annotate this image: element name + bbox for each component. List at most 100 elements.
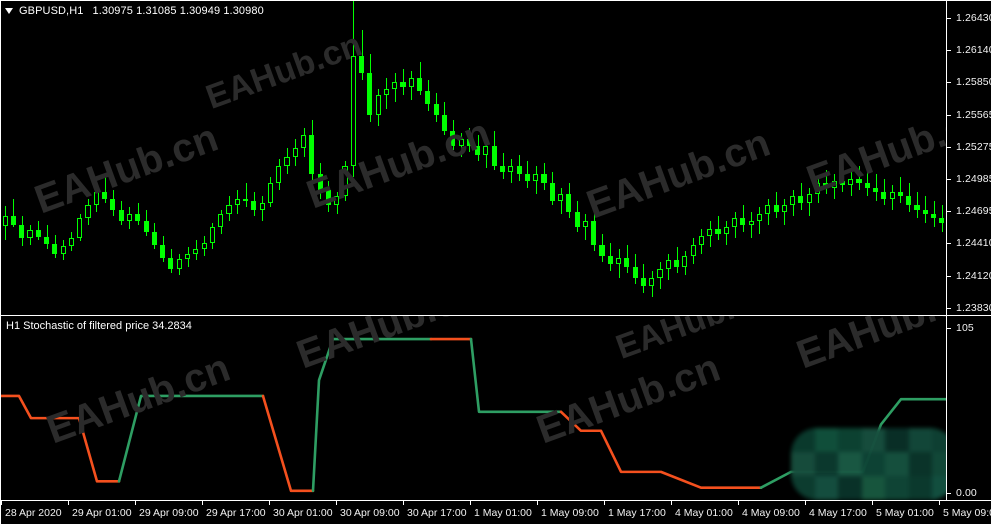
candle-wick (759, 207, 761, 234)
price-scale-label: 1.24985 (956, 173, 992, 185)
time-axis-tick (671, 501, 672, 505)
time-axis-tick (403, 501, 404, 505)
candle-body (533, 174, 539, 182)
candle-body (872, 187, 879, 193)
candle-body (591, 220, 597, 245)
time-axis-label: 1 May 09:00 (541, 507, 599, 519)
price-plot-area[interactable]: EAHub.cn EAHub.cn EAHub.cn EAHub.cn EAHu… (1, 1, 947, 315)
candle-body (715, 229, 721, 234)
candle-body (848, 178, 854, 186)
candle-body (102, 192, 108, 199)
price-scale-label: 1.25850 (956, 76, 992, 89)
censor-pixel-block (791, 428, 816, 453)
candle-body (864, 183, 870, 188)
time-axis-tick (336, 501, 337, 505)
censor-pixel-block (791, 452, 816, 477)
time-axis-tick (872, 501, 873, 505)
time-axis-label: 30 Apr 01:00 (273, 507, 333, 519)
candle-body (160, 244, 166, 258)
chart-ohlc-values: 1.30975 1.31085 1.30949 1.30980 (92, 5, 264, 17)
candle-body (441, 115, 448, 131)
triangle-down-icon[interactable] (5, 8, 13, 14)
indicator-panel[interactable]: EAHub.cn EAHub.cn EAHub.cn EAHub.cn EAHu… (1, 316, 991, 501)
time-axis-tick (537, 501, 538, 505)
chart-symbol-label: GBPUSD,H1 (19, 5, 84, 17)
price-scale-label: 1.25275 (956, 140, 992, 153)
candle-body (52, 243, 58, 254)
indicator-plot-area[interactable]: EAHub.cn EAHub.cn EAHub.cn EAHub.cn EAHu… (1, 316, 947, 500)
censor-pixel-block (838, 428, 863, 453)
candle-body (458, 139, 464, 146)
censor-pixel-block (861, 452, 887, 477)
candle-body (425, 91, 431, 105)
price-scale-tick (947, 18, 951, 19)
candle-body (317, 174, 323, 190)
price-chart-panel[interactable]: EAHub.cn EAHub.cn EAHub.cn EAHub.cn EAHu… (1, 1, 992, 316)
candle-body (516, 165, 522, 175)
candle-body (524, 174, 530, 182)
time-axis-label: 5 May 09:00 (943, 507, 991, 519)
time-axis-tick (470, 501, 471, 505)
candle-body (541, 174, 547, 184)
candle-body (309, 134, 315, 175)
candle-body (10, 216, 16, 225)
candle-body (27, 230, 33, 239)
candle-body (334, 196, 340, 206)
price-scale-label: 1.23830 (956, 301, 992, 314)
candle-body (483, 145, 489, 155)
candle-body (732, 218, 738, 228)
candle-body (740, 218, 746, 225)
candle-body (632, 266, 638, 278)
time-axis-tick (135, 501, 136, 505)
censor-pixel-block (932, 476, 946, 500)
candle-body (814, 183, 821, 195)
candle-body (2, 216, 8, 227)
candle-body (135, 213, 141, 221)
candle-wick (585, 213, 587, 241)
candle-wick (245, 183, 247, 208)
price-scale-label: 1.25565 (956, 108, 992, 121)
candle-body (68, 238, 75, 246)
candle-wick (867, 170, 869, 197)
candle-body (773, 205, 779, 212)
candle-body (301, 134, 307, 149)
candle-body (698, 235, 705, 245)
candle-body (35, 230, 41, 238)
candle-body (408, 77, 414, 87)
time-axis[interactable]: 28 Apr 2020 29 Apr 01:00 29 Apr 09:00 29 Ap… (1, 501, 991, 524)
candle-body (234, 198, 240, 206)
candle-body (549, 183, 555, 201)
candle-body (665, 260, 671, 269)
price-scale-label: 1.26430 (956, 12, 992, 24)
candle-body (193, 249, 199, 254)
candle-body (276, 165, 282, 184)
candle-body (831, 181, 837, 188)
candle-body (77, 218, 83, 239)
candle-body (823, 183, 829, 188)
time-axis-label: 1 May 01:00 (474, 507, 532, 519)
candle-body (218, 213, 224, 228)
candle-body (226, 205, 232, 214)
candle-body (906, 196, 912, 206)
candle-body (765, 205, 771, 214)
censor-pixel-block (908, 452, 934, 477)
censor-pixel-block (861, 476, 887, 500)
candle-body (433, 104, 439, 116)
censor-pixel-block (908, 428, 934, 453)
time-axis-tick (68, 501, 69, 505)
price-scale-tick (947, 211, 951, 213)
candle-body (889, 192, 895, 199)
price-scale[interactable]: 1.26430 1.26140 1.25850 1.25565 1.25275 1.249… (947, 1, 992, 315)
candle-body (624, 257, 630, 267)
candle-wick (560, 187, 562, 214)
candle-body (392, 82, 398, 89)
candle-body (44, 237, 50, 244)
indicator-scale-label: 0.00 (956, 487, 977, 499)
candle-body (566, 194, 572, 212)
candle-body (499, 165, 506, 173)
candle-body (259, 203, 265, 210)
indicator-scale[interactable]: 105 0.00 (947, 316, 991, 500)
candle-body (931, 213, 937, 219)
indicator-line-segment (1, 394, 121, 483)
candle-wick (784, 198, 786, 225)
